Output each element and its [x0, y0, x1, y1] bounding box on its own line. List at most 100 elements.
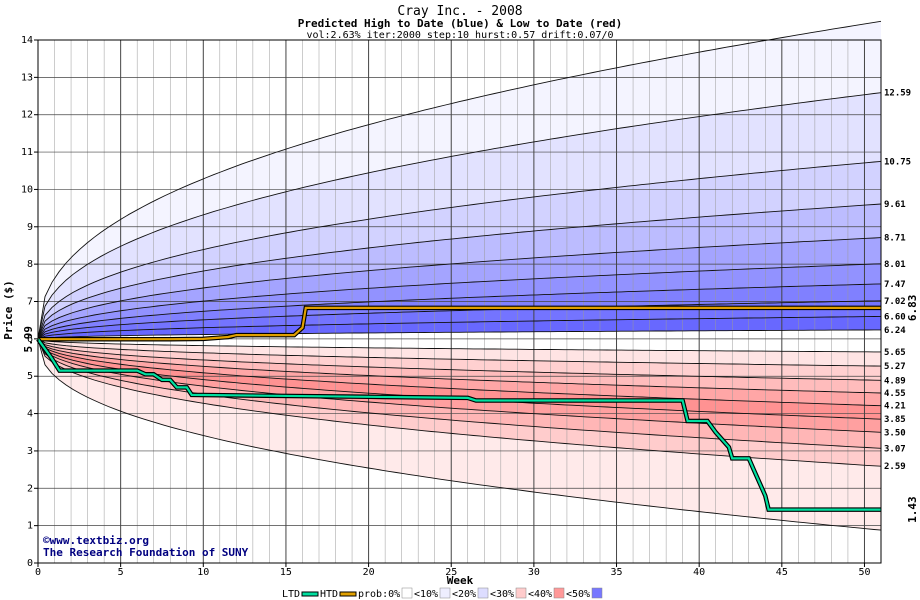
y-tick-label: 5 — [27, 371, 33, 382]
percentile-curve — [37, 263, 882, 340]
low-band — [38, 339, 881, 393]
percentile-curve — [37, 283, 882, 340]
percentile-curve — [37, 315, 882, 340]
high-band — [38, 263, 881, 340]
right-value-label: 3.07 — [884, 444, 906, 454]
y-tick-label: 4 — [27, 409, 33, 420]
x-tick-label: 15 — [280, 567, 292, 578]
x-axis-ticks: 0 5 10 15 20 25 30 35 40 45 50 — [35, 563, 870, 578]
right-value-label: 4.55 — [884, 389, 906, 399]
legend-label: <50% — [566, 589, 590, 600]
htd-last-value-label: 6.83 — [906, 295, 919, 322]
right-value-label: 7.02 — [884, 297, 906, 307]
right-value-label: 10.75 — [884, 157, 911, 167]
right-value-label: 5.27 — [884, 362, 906, 372]
right-value-label: 12.59 — [884, 89, 911, 99]
y-tick-label: 14 — [21, 35, 33, 46]
low-band — [38, 339, 881, 467]
chart-title: Cray Inc. - 2008 — [397, 4, 522, 19]
y-tick-label: 8 — [27, 259, 33, 270]
percentile-curve — [37, 338, 882, 367]
x-axis-label: Week — [447, 574, 474, 587]
credit-org: The Research Foundation of SUNY — [43, 546, 249, 559]
high-band — [38, 92, 881, 340]
percentile-curve — [37, 160, 882, 340]
y-tick-label: 1 — [27, 521, 33, 532]
chart-params: vol:2.63% iter:2000 step:10 hurst:0.57 d… — [306, 30, 613, 41]
legend-color-swatch — [591, 587, 603, 599]
percentile-curve — [37, 338, 882, 381]
low-band — [38, 339, 881, 367]
x-tick-label: 0 — [35, 567, 41, 578]
legend-color-swatch — [553, 587, 565, 599]
percentile-curve — [37, 338, 882, 394]
percentile-curve — [37, 237, 882, 340]
right-value-label: 5.65 — [884, 348, 906, 358]
percentile-curve — [37, 300, 882, 340]
x-tick-label: 25 — [445, 567, 457, 578]
y-tick-label: 11 — [21, 147, 33, 158]
right-value-label: 2.59 — [884, 462, 906, 472]
legend: LTD HTD prob:0% <10% <20% <30% <40% <50% — [282, 587, 603, 600]
legend-label: <20% — [452, 589, 476, 600]
legend-line-swatch — [339, 591, 357, 597]
credit-url: ©www.textbiz.org — [43, 534, 149, 547]
high-band — [38, 237, 881, 340]
percentile-curve — [37, 20, 882, 340]
high-band — [38, 204, 881, 340]
y-tick-label: 2 — [27, 483, 33, 494]
percentile-curve — [37, 329, 881, 340]
legend-color-swatch — [477, 587, 489, 599]
right-value-label: 6.24 — [884, 326, 906, 336]
right-value-label: 8.71 — [884, 234, 906, 244]
x-tick-label: 50 — [858, 567, 870, 578]
percentile-curve — [37, 338, 882, 407]
start-price-label: 5.99 — [22, 326, 35, 353]
legend-color-swatch — [439, 587, 451, 599]
x-tick-label: 5 — [118, 567, 124, 578]
y-tick-label: 13 — [21, 72, 33, 83]
legend-label: <30% — [490, 589, 514, 600]
chart-subtitle: Predicted High to Date (blue) & Low to D… — [298, 17, 623, 30]
series-lines — [36, 305, 881, 512]
percentile-curve — [37, 339, 882, 531]
high-band — [38, 21, 881, 340]
percentile-curve — [37, 92, 882, 340]
right-value-label: 9.61 — [884, 200, 906, 210]
right-value-label: 4.89 — [884, 376, 906, 386]
legend-label: LTD — [282, 589, 300, 600]
x-tick-label: 35 — [611, 567, 623, 578]
y-tick-label: 12 — [21, 110, 33, 121]
legend-line-swatch — [301, 591, 319, 597]
x-tick-label: 10 — [197, 567, 209, 578]
right-value-label: 7.47 — [884, 280, 906, 290]
x-tick-label: 40 — [693, 567, 705, 578]
y-axis-label: Price ($) — [2, 280, 15, 340]
y-tick-label: 9 — [27, 222, 33, 233]
x-tick-label: 30 — [528, 567, 540, 578]
percentile-curve — [37, 339, 882, 449]
ltd-last-value-label: 1.43 — [906, 496, 919, 523]
right-value-label: 4.21 — [884, 402, 906, 412]
right-value-labels: 12.59 10.75 9.61 8.71 8.01 7.47 7.02 6.60 6.24 5.… — [884, 89, 911, 473]
right-value-label: 6.60 — [884, 312, 906, 322]
percentile-curve — [37, 338, 882, 433]
right-value-label: 8.01 — [884, 260, 906, 270]
probability-bands — [38, 21, 881, 531]
legend-label: HTD — [320, 589, 338, 600]
high-band — [38, 161, 881, 340]
htd-series-line — [38, 306, 881, 341]
high-band — [38, 283, 881, 340]
high-band — [38, 300, 881, 340]
y-tick-label: 0 — [27, 558, 33, 569]
percentile-curve — [37, 203, 882, 340]
legend-color-swatch — [515, 587, 527, 599]
y-tick-label: 7 — [27, 297, 33, 308]
legend-label: <10% — [414, 589, 438, 600]
legend-label: <40% — [528, 589, 552, 600]
right-value-label: 3.50 — [884, 428, 906, 438]
low-band — [38, 339, 881, 406]
legend-color-swatch — [401, 587, 413, 599]
